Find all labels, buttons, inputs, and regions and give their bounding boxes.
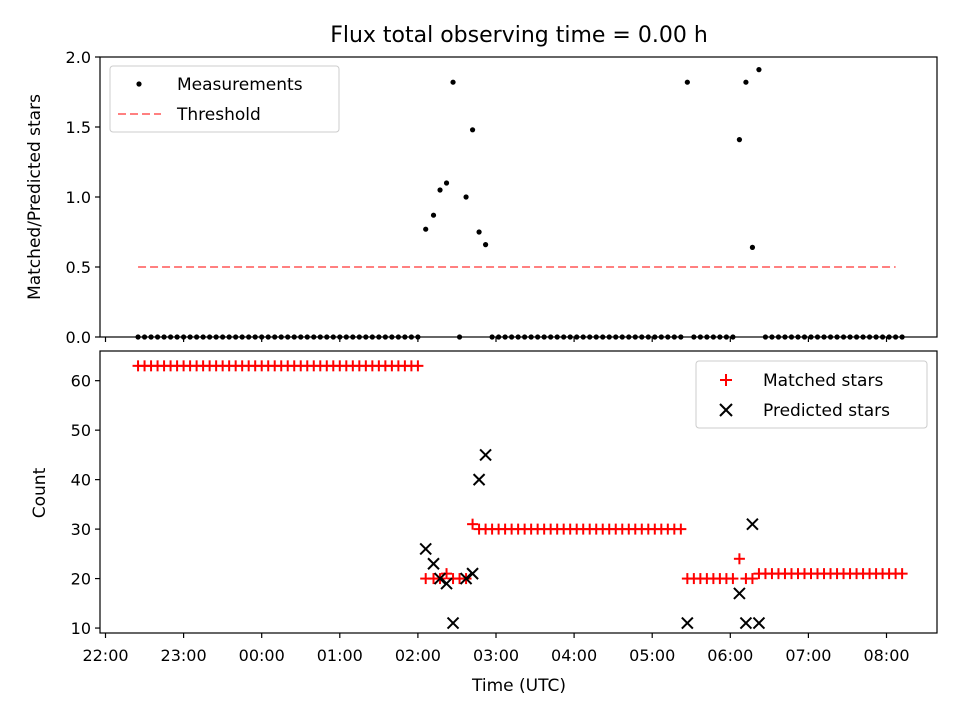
chart-title: Flux total observing time = 0.00 h xyxy=(330,23,708,48)
predicted-star-point xyxy=(440,577,453,590)
predicted-star-point xyxy=(681,616,694,630)
predicted-star-point xyxy=(427,557,440,570)
measurement-point xyxy=(476,229,482,235)
measurement-point xyxy=(482,242,489,248)
ratio-legend-box xyxy=(109,65,340,133)
ratio-y-tick-label: 0.5 xyxy=(66,258,91,277)
predicted-star-point xyxy=(746,517,759,531)
x-tick-label: 08:00 xyxy=(863,646,909,665)
matched-stars-legend-marker xyxy=(720,374,732,386)
count-y-tick-label: 60 xyxy=(71,372,91,391)
measurement-point xyxy=(684,79,690,85)
measurement-point xyxy=(736,137,743,143)
ratio-y-tick-label: 1.5 xyxy=(66,118,91,137)
count-legend: Matched stars Predicted stars xyxy=(695,360,928,429)
count-panel: Count 10 20 30 40 50 60 22:00 23:00 00:00 01:00 0… xyxy=(30,350,938,696)
predicted-stars-legend-label: Predicted stars xyxy=(763,401,890,421)
matched-star-point xyxy=(441,568,453,580)
count-y-tick-label: 10 xyxy=(71,619,91,638)
predicted-star-point xyxy=(739,616,753,630)
x-tick-label: 07:00 xyxy=(785,646,831,665)
predicted-star-point xyxy=(472,473,486,486)
x-tick-label: 01:00 xyxy=(317,646,363,665)
count-x-axis: 22:00 23:00 00:00 01:00 02:00 03:00 04:00 05:00… xyxy=(82,633,910,665)
measurements-legend-label: Measurements xyxy=(177,75,303,95)
matched-star-point xyxy=(467,518,479,530)
matched-star-point xyxy=(733,553,745,565)
x-axis-label: Time (UTC) xyxy=(471,676,566,696)
measurement-point xyxy=(443,180,450,186)
measurement-point xyxy=(749,244,756,250)
matched-star-point xyxy=(727,573,739,585)
count-y-tick-label: 20 xyxy=(71,570,91,589)
measurement-point xyxy=(450,79,456,85)
measurement-point xyxy=(469,127,476,133)
measurement-point xyxy=(463,194,469,200)
measurement-point xyxy=(437,187,443,193)
count-y-tick-label: 50 xyxy=(71,421,91,440)
predicted-star-point xyxy=(446,616,460,630)
predicted-star-point xyxy=(459,572,473,585)
count-y-tick-label: 30 xyxy=(71,520,91,539)
ratio-y-axis: 0.0 0.5 1.0 1.5 2.0 xyxy=(66,48,100,347)
ratio-y-tick-label: 2.0 xyxy=(66,48,91,67)
count-axes-frame xyxy=(99,350,938,634)
ratio-y-axis-label: Matched/Predicted stars xyxy=(25,94,45,300)
measurement-point xyxy=(423,226,429,232)
x-tick-label: 02:00 xyxy=(395,646,441,665)
count-legend-box xyxy=(695,360,928,429)
count-y-tick-label: 40 xyxy=(71,471,91,490)
ratio-y-tick-label: 1.0 xyxy=(66,188,91,207)
predicted-star-point xyxy=(752,616,766,630)
predicted-star-point xyxy=(419,542,432,556)
x-tick-label: 06:00 xyxy=(707,646,753,665)
matched-star-point xyxy=(896,568,908,580)
matched-stars-legend-label: Matched stars xyxy=(763,371,883,391)
ratio-axes-frame xyxy=(99,56,938,338)
x-tick-label: 03:00 xyxy=(473,646,519,665)
threshold-legend-label: Threshold xyxy=(176,105,261,125)
count-y-axis: 10 20 30 40 50 60 xyxy=(71,372,100,638)
measurement-point xyxy=(756,67,762,73)
predicted-star-point xyxy=(479,448,492,462)
count-y-axis-label: Count xyxy=(30,467,50,518)
predicted-star-point xyxy=(733,587,746,600)
predicted-star-point xyxy=(466,567,479,580)
count-plot-area xyxy=(132,360,908,630)
x-tick-label: 22:00 xyxy=(82,646,128,665)
ratio-legend: Measurements Threshold xyxy=(109,65,340,133)
x-tick-label: 23:00 xyxy=(161,646,207,665)
measurement-point xyxy=(743,79,749,85)
measurement-point xyxy=(430,212,437,218)
x-tick-label: 00:00 xyxy=(239,646,285,665)
x-tick-label: 04:00 xyxy=(551,646,597,665)
ratio-panel: Matched/Predicted stars 0.00.51.01.52.0 … xyxy=(25,48,938,347)
predicted-star-point xyxy=(433,572,447,585)
x-tick-label: 05:00 xyxy=(629,646,675,665)
predicted-stars-legend-marker xyxy=(719,403,733,417)
matched-star-point xyxy=(675,523,687,535)
ratio-y-tick-label: 0.0 xyxy=(66,328,91,347)
measurements-legend-marker xyxy=(136,81,142,87)
matched-star-point xyxy=(412,360,424,372)
matched-star-point xyxy=(746,573,758,585)
